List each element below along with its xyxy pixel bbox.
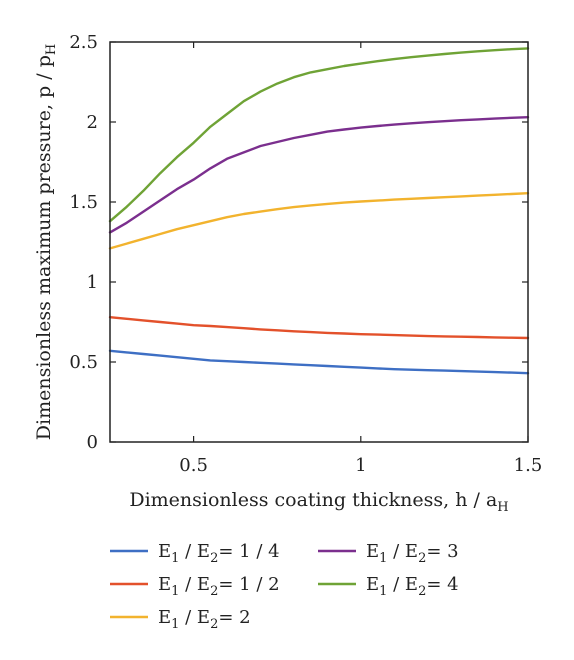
x-axis-title: Dimensionless coating thickness, h / aH [129,489,508,515]
x-axis-title-main: Dimensionless coating thickness, h / a [129,489,497,511]
y-tick-label-5: 2 [87,112,98,133]
y-tick-label-1: 0 [87,432,98,453]
legend-label-5: E1 / E2= 4 [366,574,459,599]
x-tick-label-2: 1 [355,455,366,476]
legend-label-3: E1 / E2= 2 [158,607,251,632]
y-axis-title-main: Dimensionless maximum pressure, p / p [33,55,55,440]
series-line-2 [108,316,530,340]
series-line-4 [108,115,530,234]
y-tick-label-4: 1.5 [69,192,98,213]
y-tick-label-2: 0.5 [69,352,98,373]
y-tick-label-3: 1 [87,272,98,293]
series-line-1 [108,349,530,375]
legend-label-4: E1 / E2= 3 [366,541,459,566]
series-line-5 [108,47,530,223]
legend-label-2: E1 / E2= 1 / 2 [158,574,280,599]
y-tick-label-6: 2.5 [69,32,98,53]
plot-frame [109,41,529,443]
series-line-3 [108,191,530,250]
x-tick-label-1: 0.5 [179,455,208,476]
x-tick-label-3: 1.5 [514,455,543,476]
axis-ticks: 0 0.5 1 1.5 2 2.5 0.5 1 1.5 [69,32,542,476]
plot-series [108,47,530,375]
x-axis-title-subscript: H [497,500,508,515]
y-axis-title-subscript: H [44,44,59,55]
y-axis-title: Dimensionless maximum pressure, p / pH [33,44,59,440]
legend: E1 / E2= 1 / 4 E1 / E2= 1 / 2 E1 / E2= 2 E1… [110,541,459,632]
legend-label-1: E1 / E2= 1 / 4 [158,541,280,566]
